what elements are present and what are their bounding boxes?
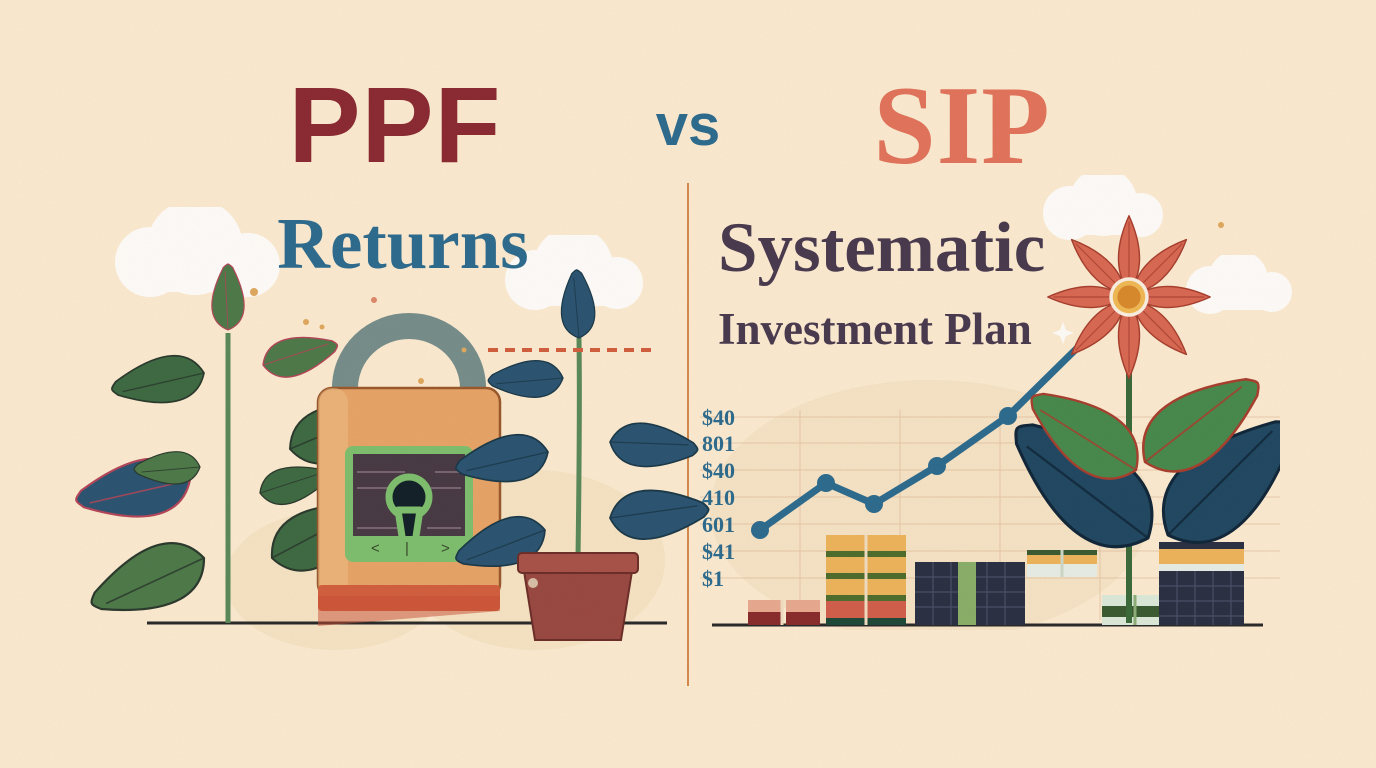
svg-text:410: 410 [702, 485, 735, 510]
svg-text:601: 601 [702, 512, 735, 537]
svg-text:>: > [441, 540, 450, 557]
svg-text:$40: $40 [702, 458, 735, 483]
svg-text:|: | [405, 540, 409, 557]
svg-text:<: < [371, 540, 380, 557]
svg-text:801: 801 [702, 431, 735, 456]
svg-text:$1: $1 [702, 566, 724, 591]
svg-text:$40: $40 [702, 405, 735, 430]
svg-text:$41: $41 [702, 539, 735, 564]
